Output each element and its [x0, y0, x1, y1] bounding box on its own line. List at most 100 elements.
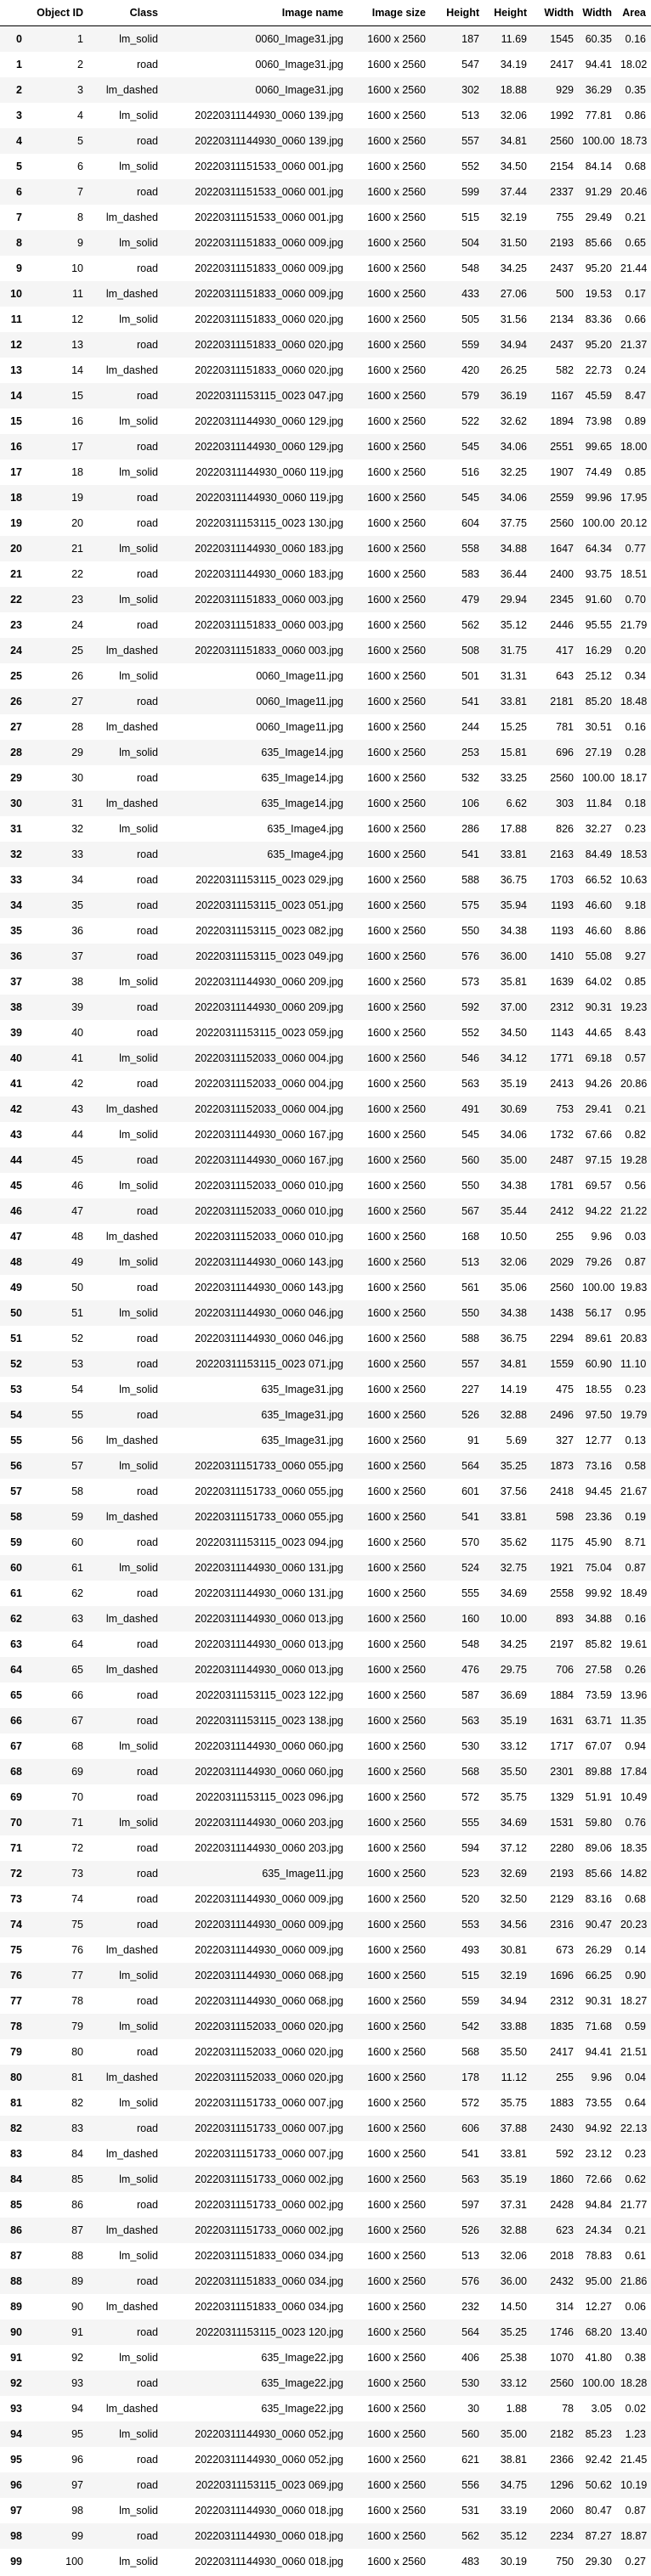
object-id-cell: 17 — [71, 440, 83, 453]
image-name-cell: 20220311151533_0060 001.jpg — [195, 185, 343, 198]
width-pct-cell: 23.36 — [585, 1510, 612, 1523]
image-size-cell: 1600 x 2560 — [367, 2147, 426, 2160]
area-cell: 18.49 — [620, 1587, 648, 1599]
object-id-cell: 71 — [71, 1816, 83, 1829]
image-name-cell: 20220311144930_0060 013.jpg — [195, 1663, 343, 1676]
table-row: 99 100 lm_solid 20220311144930_0060 018.jpg… — [0, 2548, 651, 2574]
object-id-cell: 73 — [71, 1867, 83, 1880]
table-row: 10 11 lm_dashed 20220311151833_0060 009.jpg… — [0, 280, 651, 307]
image-size-cell: 1600 x 2560 — [367, 211, 426, 223]
object-id-cell: 100 — [65, 2555, 83, 2568]
width-pct-cell: 94.41 — [585, 2045, 612, 2058]
object-id-cell: 25 — [71, 644, 83, 657]
area-cell: 0.02 — [625, 2402, 646, 2415]
height-px-cell: 168 — [461, 1230, 479, 1243]
table-row: 67 68 lm_solid 20220311144930_0060 060.jpg 1… — [0, 1733, 651, 1759]
width-px-cell: 2029 — [550, 1255, 574, 1268]
table-row: 75 76 lm_dashed 20220311144930_0060 009.jpg… — [0, 1936, 651, 1963]
width-pct-cell: 34.88 — [585, 1612, 612, 1625]
height-pct-cell: 32.88 — [500, 2224, 527, 2236]
image-name-cell: 20220311151833_0060 003.jpg — [195, 593, 343, 606]
class-cell: lm_solid — [119, 2351, 158, 2364]
width-pct-cell: 83.16 — [585, 1892, 612, 1905]
object-id-cell: 91 — [71, 2325, 83, 2338]
class-cell: road — [136, 1587, 158, 1599]
table-row: 84 85 lm_solid 20220311151733_0060 002.jpg 1… — [0, 2166, 651, 2192]
column-header-image-name: Image name — [281, 7, 343, 19]
image-name-cell: 0060_Image31.jpg — [255, 32, 343, 45]
image-name-cell: 20220311152033_0060 004.jpg — [195, 1051, 343, 1064]
row-index: 15 — [10, 414, 22, 427]
table-row: 52 53 road 20220311153115_0023 071.jpg 1600 … — [0, 1350, 651, 1377]
area-cell: 18.27 — [620, 1994, 648, 2007]
table-row: 49 50 road 20220311144930_0060 143.jpg 1600 … — [0, 1274, 651, 1300]
class-cell: lm_solid — [119, 465, 158, 478]
object-id-cell: 35 — [71, 899, 83, 911]
width-pct-cell: 29.49 — [585, 211, 612, 223]
width-px-cell: 781 — [556, 720, 574, 733]
image-size-cell: 1600 x 2560 — [367, 2453, 426, 2466]
table-row: 38 39 road 20220311144930_0060 209.jpg 1600 … — [0, 994, 651, 1020]
width-pct-cell: 95.55 — [585, 618, 612, 631]
width-pct-cell: 94.22 — [585, 1204, 612, 1217]
area-cell: 0.85 — [625, 465, 646, 478]
image-name-cell: 20220311153115_0023 094.jpg — [195, 1536, 343, 1548]
width-px-cell: 1296 — [550, 2478, 574, 2491]
table-row: 46 47 road 20220311152033_0060 010.jpg 1600 … — [0, 1198, 651, 1224]
height-pct-cell: 14.50 — [500, 2300, 527, 2313]
height-pct-cell: 34.12 — [500, 1051, 527, 1064]
image-size-cell: 1600 x 2560 — [367, 1637, 426, 1650]
image-size-cell: 1600 x 2560 — [367, 2351, 426, 2364]
object-id-cell: 69 — [71, 1765, 83, 1778]
row-index: 96 — [10, 2478, 22, 2491]
height-pct-cell: 26.25 — [500, 364, 527, 376]
row-index: 60 — [10, 1561, 22, 1574]
class-cell: road — [136, 873, 158, 886]
object-id-cell: 65 — [71, 1663, 83, 1676]
table-row: 82 83 road 20220311151733_0060 007.jpg 1600 … — [0, 2115, 651, 2141]
class-cell: lm_solid — [119, 109, 158, 121]
height-pct-cell: 18.88 — [500, 83, 527, 96]
row-index: 86 — [10, 2224, 22, 2236]
object-id-cell: 62 — [71, 1587, 83, 1599]
class-cell: road — [136, 1994, 158, 2007]
table-row: 42 43 lm_dashed 20220311152033_0060 004.jpg… — [0, 1096, 651, 1122]
height-px-cell: 553 — [461, 1918, 479, 1931]
area-cell: 10.49 — [620, 1790, 648, 1803]
width-pct-cell: 84.14 — [585, 160, 612, 172]
width-px-cell: 1884 — [550, 1688, 574, 1701]
height-pct-cell: 32.06 — [500, 2249, 527, 2262]
height-px-cell: 523 — [461, 1867, 479, 1880]
object-id-cell: 16 — [71, 414, 83, 427]
object-id-cell: 53 — [71, 1357, 83, 1370]
width-px-cell: 2280 — [550, 1841, 574, 1854]
row-index: 73 — [10, 1892, 22, 1905]
width-pct-cell: 46.60 — [585, 924, 612, 937]
height-pct-cell: 34.06 — [500, 1128, 527, 1141]
image-name-cell: 20220311151833_0060 003.jpg — [195, 618, 343, 631]
width-pct-cell: 94.45 — [585, 1485, 612, 1497]
object-id-cell: 38 — [71, 975, 83, 988]
width-px-cell: 2496 — [550, 1408, 574, 1421]
area-cell: 0.23 — [625, 1383, 646, 1395]
image-name-cell: 635_Image14.jpg — [261, 797, 343, 809]
table-row: 58 59 lm_dashed 20220311151733_0060 055.jpg… — [0, 1503, 651, 1530]
table-row: 69 70 road 20220311153115_0023 096.jpg 1600 … — [0, 1784, 651, 1810]
height-px-cell: 522 — [461, 414, 479, 427]
image-size-cell: 1600 x 2560 — [367, 2427, 426, 2440]
row-index: 55 — [10, 1434, 22, 1446]
object-id-cell: 67 — [71, 1714, 83, 1727]
class-cell: road — [136, 185, 158, 198]
width-pct-cell: 23.12 — [585, 2147, 612, 2160]
width-px-cell: 2181 — [550, 695, 574, 707]
table-row: 59 60 road 20220311153115_0023 094.jpg 1600 … — [0, 1529, 651, 1555]
object-id-cell: 50 — [71, 1281, 83, 1294]
object-id-cell: 28 — [71, 720, 83, 733]
image-name-cell: 20220311144930_0060 009.jpg — [195, 1943, 343, 1956]
row-index: 20 — [10, 542, 22, 555]
width-px-cell: 2366 — [550, 2453, 574, 2466]
class-cell: lm_solid — [119, 1739, 158, 1752]
height-px-cell: 550 — [461, 1179, 479, 1192]
table-row: 50 51 lm_solid 20220311144930_0060 046.jpg 1… — [0, 1299, 651, 1326]
width-pct-cell: 51.91 — [585, 1790, 612, 1803]
